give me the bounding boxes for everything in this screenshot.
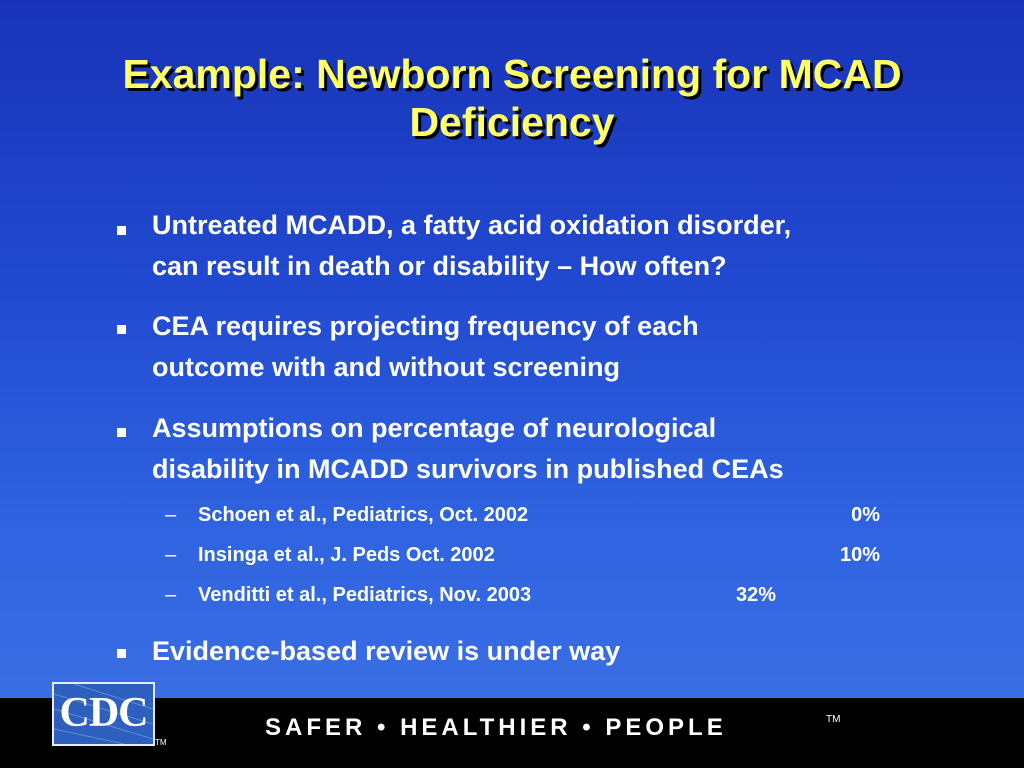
bullet-item-2-line-1: CEA requires projecting frequency of eac…	[152, 311, 699, 341]
bullet-item-1-line-1: Untreated MCADD, a fatty acid oxidation …	[152, 210, 792, 240]
bullet-square-icon	[117, 428, 126, 437]
title-line-2: Deficiency	[409, 99, 615, 145]
sub-item-dash: –	[165, 544, 177, 566]
bullet-item-3: Assumptions on percentage of neurologica…	[152, 408, 982, 490]
sub-item-value: 0%	[851, 504, 880, 526]
sub-item-dash: –	[165, 584, 177, 606]
bullet-item-1: Untreated MCADD, a fatty acid oxidation …	[152, 205, 982, 287]
cdc-logo: CDC	[52, 682, 155, 746]
bullet-item-3-line-1: Assumptions on percentage of neurologica…	[152, 413, 717, 443]
logo-text: CDC	[59, 690, 149, 736]
sub-item-citation: Insinga et al., J. Peds Oct. 2002	[198, 544, 495, 566]
logo-pattern-icon	[54, 684, 153, 744]
bullet-item-2: CEA requires projecting frequency of eac…	[152, 306, 982, 388]
footer-tagline: SAFER • HEALTHIER • PEOPLE	[265, 714, 727, 741]
bullet-item-4: Evidence-based review is under way	[152, 631, 982, 672]
slide-background	[0, 0, 1024, 698]
bullet-square-icon	[117, 649, 126, 658]
tagline-trademark: TM	[826, 714, 841, 725]
sub-item-citation: Venditti et al., Pediatrics, Nov. 2003	[198, 584, 532, 606]
sub-item-citation: Schoen et al., Pediatrics, Oct. 2002	[198, 504, 529, 526]
sub-item-dash: –	[165, 504, 177, 526]
bullet-square-icon	[117, 325, 126, 334]
bullet-item-2-line-2: outcome with and without screening	[152, 352, 621, 382]
bullet-list: Untreated MCADD, a fatty acid oxidation …	[0, 0, 1024, 698]
bullet-item-4-line-1: Evidence-based review is under way	[152, 636, 621, 666]
logo-trademark: TM	[155, 738, 167, 747]
sub-item-value: 10%	[839, 544, 880, 566]
slide-title: Example: Newborn Screening for MCAD Defi…	[40, 50, 984, 146]
title-line-1: Example: Newborn Screening for MCAD	[122, 51, 902, 97]
bullet-item-1-line-2: can result in death or disability – How …	[152, 251, 727, 281]
footer-bar	[0, 698, 1024, 768]
bullet-item-3-line-2: disability in MCADD survivors in publish…	[152, 454, 784, 484]
sub-item-value: 32%	[735, 584, 776, 606]
bullet-square-icon	[117, 226, 126, 235]
